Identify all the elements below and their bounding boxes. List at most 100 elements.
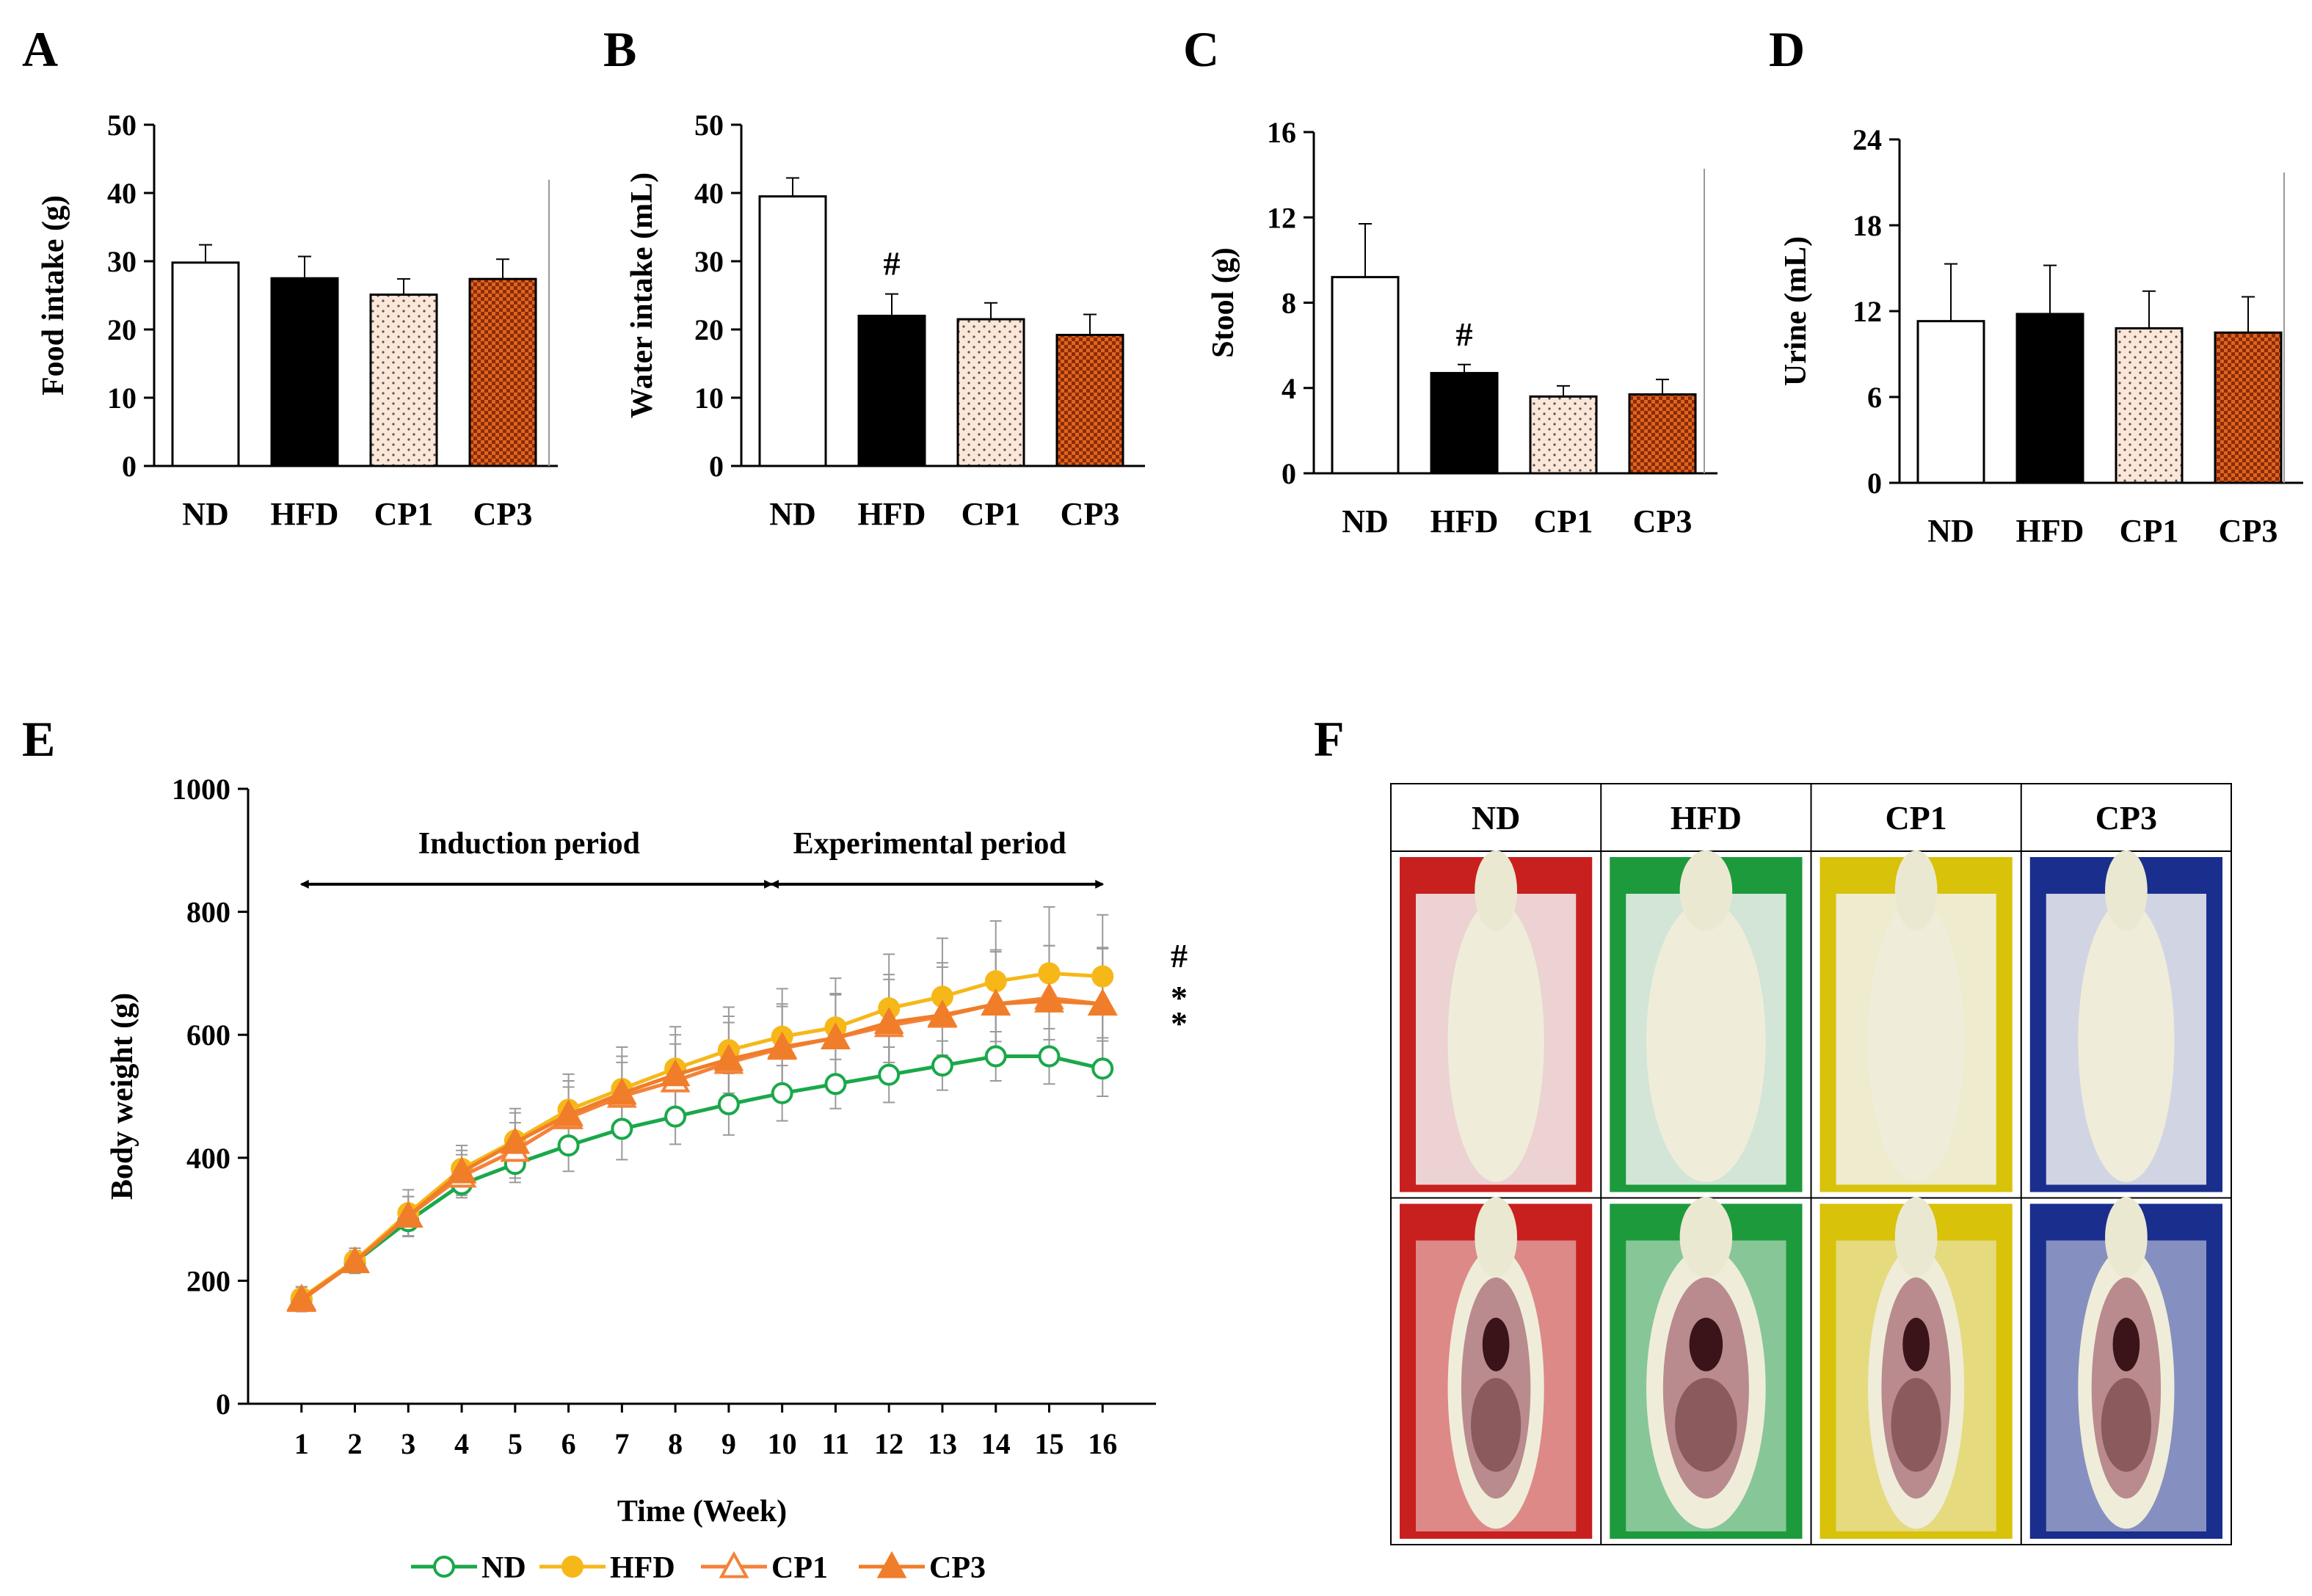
panel-letter: B [603, 21, 636, 77]
panel-B-water-intake: B 0 10 20 30 40 50 Water intake (mL) ND HFD # CP1 CP… [603, 21, 1145, 532]
rat-body [1868, 900, 1965, 1182]
x-tick-label: ND [1342, 503, 1389, 539]
x-tick-label: 2 [348, 1427, 363, 1460]
x-tick-label: 11 [822, 1427, 850, 1460]
rat-body [1646, 900, 1766, 1182]
significance-mark: # [1456, 316, 1473, 353]
y-tick-label: 40 [694, 177, 724, 210]
period-label: Induction period [418, 827, 640, 861]
point-ND [611, 1118, 633, 1140]
y-axis-label: Water intake (mL) [625, 172, 659, 418]
significance-mark: # [884, 245, 901, 283]
point-CP3 [393, 1200, 423, 1228]
x-tick-label: HFD [858, 496, 926, 532]
point-ND [664, 1105, 687, 1128]
point-CP3 [821, 1022, 851, 1049]
y-axis-label: Body weight (g) [106, 993, 139, 1200]
series-line-CP3 [300, 999, 1103, 1301]
point-ND [1091, 1057, 1114, 1080]
intestines [1891, 1377, 1941, 1472]
panel-A-food-intake: A 0 10 20 30 40 50 Food intake (g) ND HFD CP1 CP3 [22, 21, 558, 532]
x-tick-label: 3 [401, 1427, 415, 1460]
y-axis-label: Stool (g) [1207, 247, 1240, 358]
rat-head [2105, 850, 2148, 931]
point-ND [931, 1054, 953, 1077]
bar-ND [171, 261, 240, 467]
y-tick-label: 0 [709, 450, 724, 483]
rat-head [1679, 850, 1733, 931]
bar-CP1 [2115, 327, 2184, 484]
period-label: Experimental period [793, 827, 1066, 861]
bar-CP3 [1628, 393, 1697, 475]
legend-marker-CP1 [719, 1551, 749, 1578]
bar-CP1 [369, 294, 438, 467]
y-tick-label: 50 [107, 109, 137, 142]
intestines [1675, 1377, 1737, 1472]
panel-letter: C [1183, 21, 1219, 77]
liver [1689, 1317, 1723, 1371]
x-tick-label: 9 [721, 1427, 736, 1460]
point-CP3 [927, 999, 958, 1027]
liver [1482, 1317, 1510, 1371]
column-header: CP1 [1885, 799, 1946, 837]
legend-label-CP1: CP1 [771, 1551, 828, 1585]
y-tick-label: 20 [694, 313, 724, 346]
series-line-ND [300, 1054, 1103, 1301]
y-tick-label: 4 [1282, 372, 1296, 405]
x-tick-label: 5 [508, 1427, 523, 1460]
photo-whole-body-CP3 [2029, 850, 2222, 1192]
y-tick-label: 1000 [172, 773, 230, 806]
x-tick-label: ND [182, 496, 229, 532]
y-tick-label: 18 [1853, 209, 1882, 242]
x-tick-label: 8 [668, 1427, 683, 1460]
legend-label-ND: ND [481, 1551, 526, 1585]
x-tick-label: 1 [294, 1427, 309, 1460]
y-tick-label: 12 [1267, 201, 1296, 234]
column-header: ND [1472, 799, 1520, 837]
significance-mark-HFD: # [1171, 937, 1188, 974]
bar-CP3 [2214, 331, 2283, 484]
y-tick-label: 12 [1853, 295, 1882, 328]
legend-label-CP3: CP3 [929, 1551, 986, 1585]
y-tick-label: 30 [107, 245, 137, 278]
rat-head [1894, 1197, 1938, 1278]
point-CP3 [981, 988, 1011, 1016]
point-CP3 [286, 1283, 317, 1311]
point-CP3 [1087, 988, 1118, 1016]
x-tick-label: ND [769, 496, 816, 532]
series-line-HFD [300, 971, 1103, 1300]
y-tick-label: 20 [107, 313, 137, 346]
x-tick-label: CP3 [473, 496, 533, 532]
intestines [1471, 1377, 1522, 1472]
rat-head [1894, 850, 1938, 931]
photo-dissected-HFD [1610, 1197, 1803, 1539]
x-tick-label: 6 [561, 1427, 576, 1460]
point-ND [557, 1134, 580, 1157]
point-ND [878, 1063, 901, 1086]
y-tick-label: 400 [186, 1142, 230, 1175]
y-axis-label: Food intake (g) [37, 195, 70, 396]
x-tick-label: 15 [1034, 1427, 1064, 1460]
column-header: CP3 [2095, 799, 2157, 837]
x-tick-label: ND [1927, 513, 1974, 549]
y-tick-label: 30 [694, 245, 724, 278]
bar-CP1 [956, 318, 1025, 467]
panel-letter: E [22, 711, 55, 767]
x-tick-label: 12 [874, 1427, 904, 1460]
y-tick-label: 0 [1867, 467, 1882, 500]
panel-letter: D [1769, 21, 1805, 77]
bar-CP3 [1055, 333, 1124, 467]
legend-label-HFD: HFD [610, 1551, 675, 1585]
series-line-CP1 [300, 996, 1103, 1302]
rat-head [1679, 1197, 1733, 1278]
y-tick-label: 16 [1267, 116, 1296, 149]
panel-C-stool: C 0 4 8 12 16 Stool (g) ND HFD # CP1 CP3 [1183, 21, 1717, 539]
significance-mark-CP1: * [1171, 979, 1188, 1016]
legend-marker-HFD [561, 1556, 584, 1578]
x-tick-label: CP3 [1061, 496, 1120, 532]
y-tick-label: 8 [1282, 287, 1296, 320]
y-tick-label: 800 [186, 896, 230, 929]
point-CP3 [660, 1059, 691, 1087]
bar-HFD [857, 314, 926, 467]
point-CP3 [500, 1126, 531, 1154]
